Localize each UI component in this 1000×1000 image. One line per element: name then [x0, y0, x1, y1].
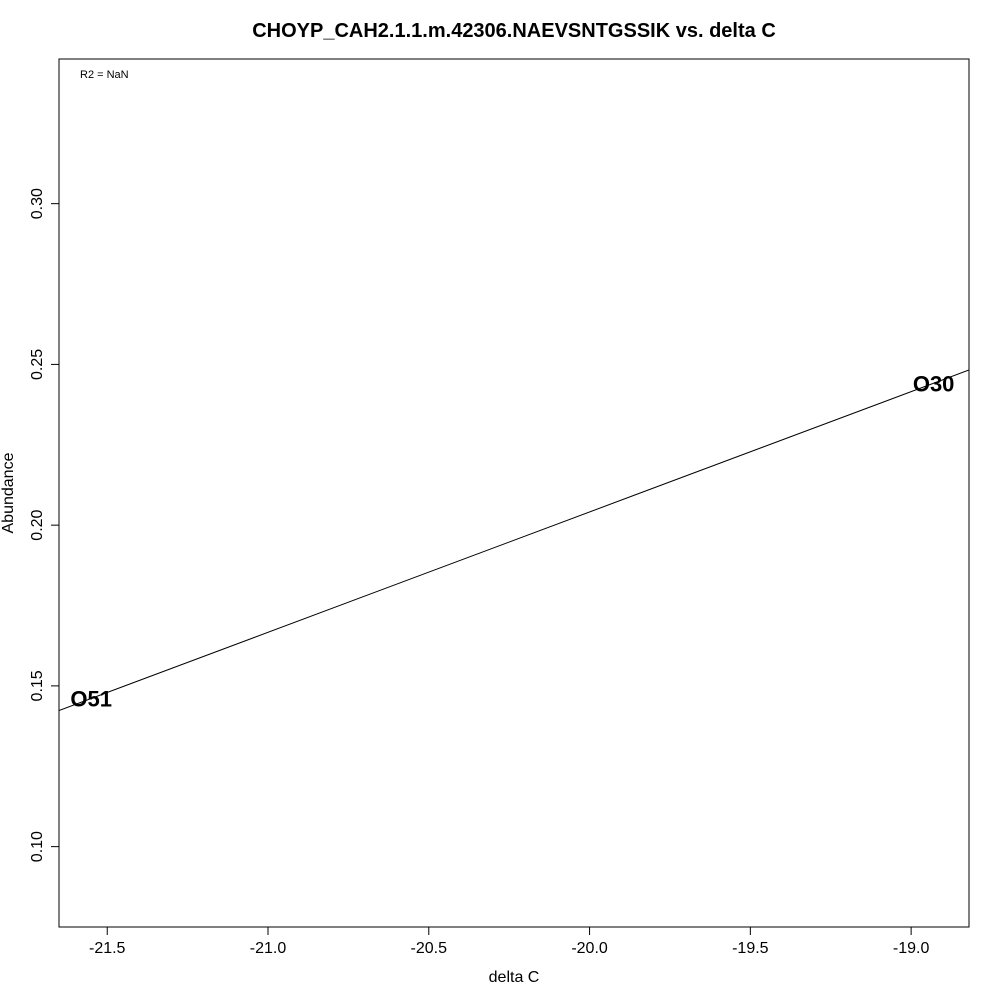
x-axis-label: delta C [489, 969, 540, 986]
x-tick-label: -19.5 [732, 940, 769, 957]
r2-annotation: R2 = NaN [80, 69, 129, 81]
series: O51 O30 [59, 369, 969, 712]
regression-line [59, 369, 969, 711]
plot-frame [58, 58, 970, 928]
point-label-o30: O30 [913, 372, 955, 397]
y-tick-label: 0.15 [29, 670, 46, 701]
y-axis-label: Abundance [0, 452, 17, 533]
point-label-o51: O51 [70, 687, 112, 712]
y-axis: 0.10 0.15 0.20 0.25 0.30 [29, 188, 60, 862]
y-tick-label: 0.30 [29, 188, 46, 219]
x-tick-label: -21.0 [250, 940, 287, 957]
y-tick-label: 0.25 [29, 349, 46, 380]
x-tick-label: -20.5 [411, 940, 448, 957]
x-axis: -21.5 -21.0 -20.5 -20.0 -19.5 -19.0 [89, 926, 930, 957]
x-tick-label: -21.5 [89, 940, 126, 957]
y-tick-label: 0.10 [29, 831, 46, 862]
x-tick-label: -19.0 [893, 940, 930, 957]
chart-title: CHOYP_CAH2.1.1.m.42306.NAEVSNTGSSIK vs. … [252, 20, 776, 42]
x-tick-label: -20.0 [571, 940, 608, 957]
y-tick-label: 0.20 [29, 509, 46, 540]
